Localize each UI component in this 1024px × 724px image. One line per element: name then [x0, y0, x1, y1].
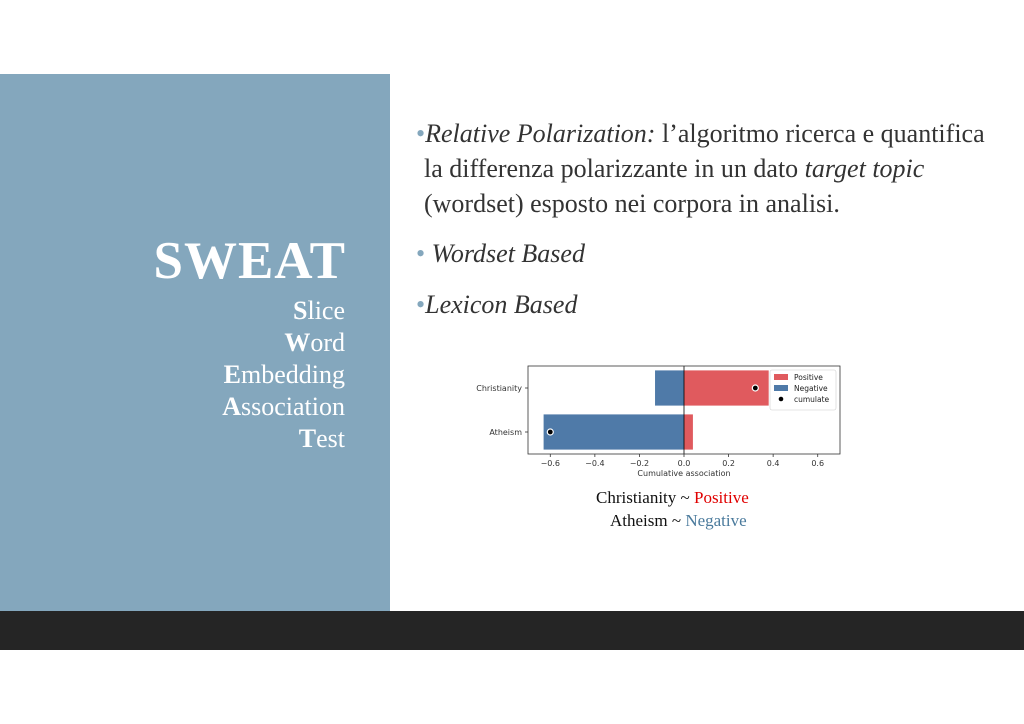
acronym-rest: ssociation — [241, 392, 345, 421]
caption-atheism: Atheism ~ Negative — [610, 511, 747, 531]
x-tick-label: 0.4 — [767, 459, 780, 468]
acronym-expansion: Slice Word Embedding Association Test — [222, 295, 345, 455]
bullet-dot: • — [416, 239, 426, 268]
bar-negative — [655, 370, 684, 406]
acronym-rest: ord — [310, 328, 345, 357]
caption-subject: Atheism ~ — [610, 511, 686, 530]
x-tick-label: 0.2 — [722, 459, 735, 468]
slide-title: SWEAT — [153, 232, 346, 290]
acronym-line: Embedding — [222, 359, 345, 391]
acronym-line: Slice — [222, 295, 345, 327]
legend-label: cumulate — [794, 395, 830, 404]
x-tick-label: −0.2 — [630, 459, 649, 468]
bullet-text: la differenza polarizzante in un dato ta… — [416, 154, 924, 183]
acronym-line: Test — [222, 423, 345, 455]
bullet-lexicon-based: •Lexicon Based — [416, 287, 577, 322]
acronym-letter: A — [222, 392, 241, 421]
bullet-dot: • — [416, 290, 426, 319]
bullet-text: Lexicon Based — [425, 290, 578, 319]
x-tick-label: −0.6 — [541, 459, 560, 468]
x-tick-label: −0.4 — [585, 459, 604, 468]
bar-positive — [684, 414, 693, 450]
title-panel — [0, 74, 390, 611]
legend-swatch — [774, 374, 788, 380]
legend-label: Negative — [794, 384, 828, 393]
acronym-letter: E — [223, 360, 241, 389]
chart-svg: Christianity Atheism −0.6 −0.4 −0.2 0.0 0.2 0.4… — [476, 365, 841, 478]
bullet-text-part: la differenza polarizzante in un dato — [424, 154, 805, 183]
bullet-text: Wordset Based — [425, 239, 585, 268]
bullet-label: Relative Polarization: — [425, 119, 656, 148]
bullet-relative-polarization: •Relative Polarization: l’algoritmo rice… — [416, 116, 1016, 221]
acronym-line: Association — [222, 391, 345, 423]
caption-christianity: Christianity ~ Positive — [596, 488, 749, 508]
bullet-dot: • — [416, 119, 426, 148]
bullet-wordset-based: • Wordset Based — [416, 236, 585, 271]
acronym-letter: S — [293, 296, 308, 325]
bullet-text: (wordset) esposto nei corpora in analisi… — [424, 189, 840, 218]
acronym-line: Word — [222, 327, 345, 359]
footer-bar — [0, 611, 1024, 650]
acronym-rest: mbedding — [241, 360, 345, 389]
x-tick-label: 0.0 — [678, 459, 691, 468]
acronym-letter: T — [298, 424, 317, 453]
bullet-text: l’algoritmo ricerca e quantifica — [655, 119, 985, 148]
caption-subject: Christianity ~ — [596, 488, 694, 507]
bar-negative — [543, 414, 684, 450]
cumulate-point — [751, 384, 759, 392]
x-tick-label: 0.6 — [811, 459, 824, 468]
cumulate-point — [546, 428, 554, 436]
x-axis-label: Cumulative association — [637, 469, 730, 478]
association-chart: Christianity Atheism −0.6 −0.4 −0.2 0.0 0.2 0.4… — [470, 360, 850, 482]
y-tick-label: Christianity — [476, 384, 522, 393]
acronym-letter: W — [284, 328, 311, 357]
legend-label: Positive — [794, 373, 823, 382]
acronym-rest: est — [316, 424, 345, 453]
caption-value: Positive — [693, 488, 749, 507]
bullet-italic: target topic — [804, 154, 925, 183]
legend-marker — [778, 396, 784, 402]
acronym-rest: lice — [307, 296, 345, 325]
legend-swatch — [774, 385, 788, 391]
y-tick-label: Atheism — [489, 428, 522, 437]
caption-value: Negative — [685, 511, 747, 530]
